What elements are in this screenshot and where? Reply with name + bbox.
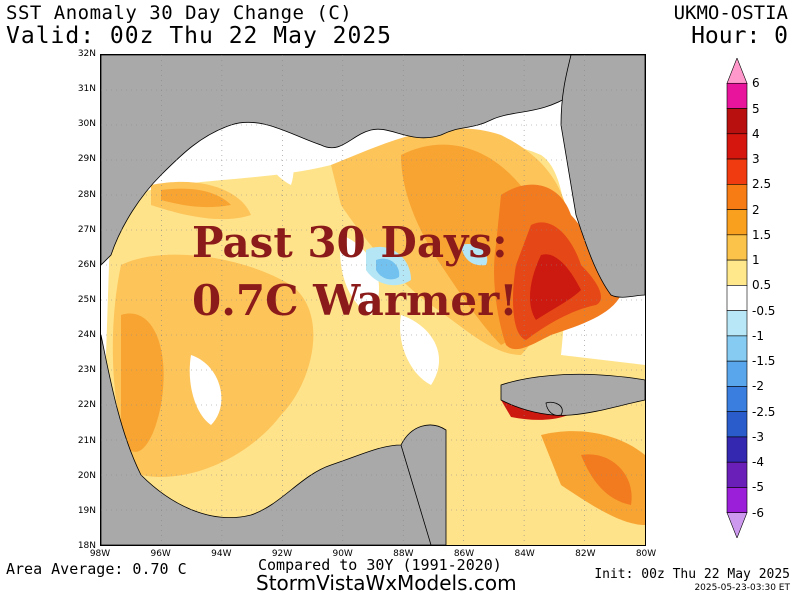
- colorbar-label: 1.5: [752, 227, 772, 242]
- colorbar-label: 5: [752, 101, 760, 116]
- colorbar-swatch: [726, 82, 748, 109]
- colorbar-swatch: [726, 133, 748, 160]
- lat-label: 20N: [77, 470, 96, 481]
- lat-label: 30N: [77, 119, 96, 130]
- lat-label: 29N: [77, 154, 96, 165]
- colorbar-swatch: [726, 184, 748, 210]
- graticule: [101, 55, 645, 545]
- lon-label: 88W: [393, 549, 414, 559]
- colorbar-label: 1: [752, 253, 760, 268]
- lat-label: 23N: [77, 365, 96, 376]
- colorbar-swatch: [726, 209, 748, 236]
- colorbar-label: -2: [752, 379, 764, 394]
- model-name: UKMO-OSTIA: [673, 2, 788, 24]
- site-watermark: StormVistaWxModels.com: [256, 571, 517, 595]
- colorbar-swatch: [726, 310, 748, 337]
- map-title: SST Anomaly 30 Day Change (C): [6, 2, 353, 24]
- colorbar-label: -1.5: [752, 354, 776, 369]
- area-average: Area Average: 0.70 C: [6, 560, 187, 578]
- colorbar-swatch: [726, 386, 748, 412]
- colorbar-swatch: [726, 436, 748, 463]
- colorbar-label: -4: [752, 455, 764, 470]
- lon-label: 80W: [635, 549, 657, 559]
- lat-label: 32N: [77, 49, 96, 59]
- colorbar-swatch: [726, 461, 748, 488]
- lat-label: 21N: [77, 435, 96, 446]
- sst-anomaly-map: [100, 54, 646, 546]
- anomaly-fields: [105, 115, 645, 545]
- colorbar-label: -0.5: [752, 303, 776, 318]
- overlay-line-2: 0.7C Warmer!: [192, 276, 518, 325]
- colorbar-swatch: [726, 360, 748, 387]
- colorbar-label: -2.5: [752, 404, 776, 419]
- colorbar-label: -5: [752, 480, 764, 495]
- colorbar-swatch: [726, 411, 748, 438]
- lat-label: 19N: [77, 505, 96, 516]
- colorbar-label: -3: [752, 429, 764, 444]
- lon-label: 86W: [453, 549, 475, 559]
- climatology-note: Compared to 30Y (1991-2020): [258, 556, 502, 574]
- colorbar-label: 2.5: [752, 177, 772, 192]
- valid-time: Valid: 00z Thu 22 May 2025: [6, 23, 393, 49]
- lat-label: 25N: [77, 295, 96, 305]
- lat-label: 26N: [77, 259, 96, 270]
- land: [100, 54, 646, 546]
- lon-label: 94W: [211, 549, 232, 559]
- lon-label: 90W: [332, 549, 353, 559]
- colorbar-label: 0.5: [752, 278, 772, 293]
- lat-label: 28N: [77, 189, 96, 200]
- colorbar-swatch: [726, 512, 748, 538]
- generated-timestamp: 2025-05-23-03:30 ET: [694, 583, 790, 593]
- colorbar-label: 6: [752, 76, 760, 91]
- colorbar-swatch: [726, 234, 748, 261]
- lat-label: 22N: [77, 400, 96, 411]
- colorbar-label: 4: [752, 126, 760, 141]
- colorbar-swatch: [726, 58, 748, 84]
- lon-label: 82W: [575, 549, 596, 559]
- colorbar: [726, 58, 748, 538]
- lat-label: 24N: [77, 330, 96, 341]
- lon-label: 96W: [150, 549, 171, 559]
- colorbar-label: -1: [752, 328, 764, 343]
- forecast-hour: Hour: 0: [691, 23, 788, 49]
- lat-label: 18N: [77, 541, 96, 551]
- colorbar-swatch: [726, 285, 748, 311]
- lat-label: 31N: [77, 84, 96, 95]
- colorbar-label: -6: [752, 505, 764, 520]
- colorbar-swatch: [726, 158, 748, 185]
- init-time: Init: 00z Thu 22 May 2025: [594, 567, 790, 582]
- colorbar-label: 2: [752, 202, 760, 217]
- lon-label: 84W: [514, 549, 535, 559]
- lon-label: 98W: [89, 549, 111, 559]
- overlay-line-1: Past 30 Days:: [192, 218, 508, 267]
- colorbar-swatch: [726, 259, 748, 286]
- lat-label: 27N: [77, 224, 96, 235]
- colorbar-swatch: [726, 487, 748, 514]
- lon-label: 92W: [271, 549, 293, 559]
- colorbar-swatch: [726, 108, 748, 135]
- colorbar-swatch: [726, 335, 748, 362]
- colorbar-label: 3: [752, 152, 760, 167]
- map-canvas: [100, 54, 646, 546]
